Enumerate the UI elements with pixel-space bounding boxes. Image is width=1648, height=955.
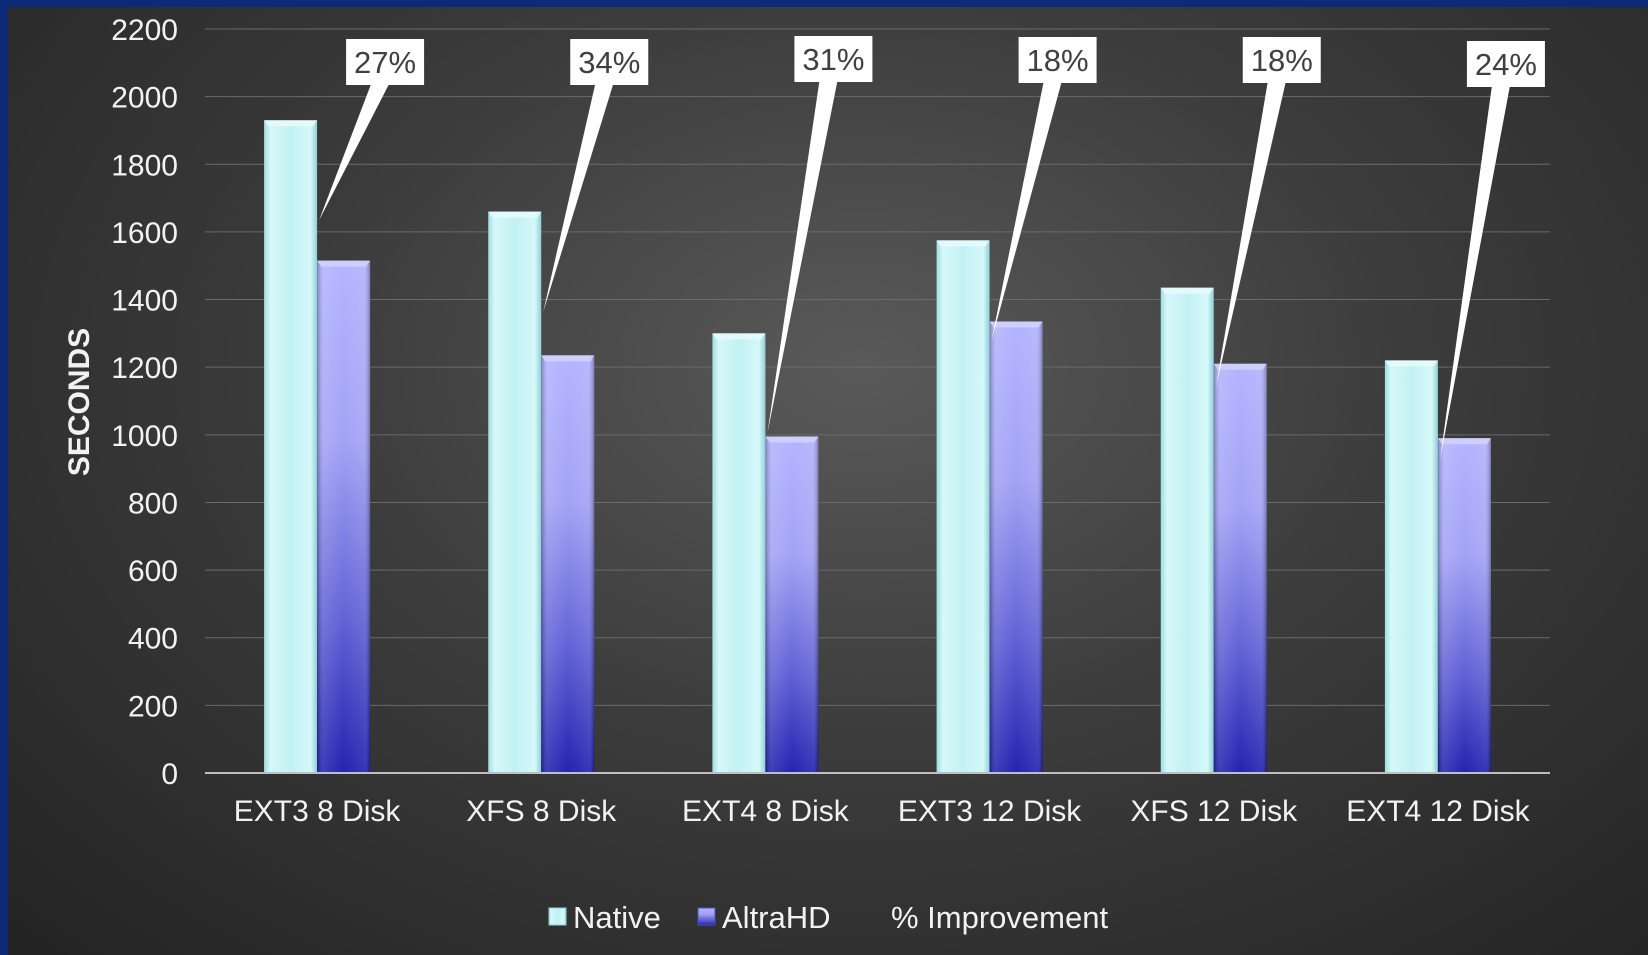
bar-cap [488,211,542,218]
callout-pointer [991,82,1062,341]
callout-box [346,39,425,85]
bar-native-2 [712,333,766,773]
bar-cap [989,321,1043,328]
legend-native-label: Native [573,900,661,935]
gridlines [205,28,1550,706]
callout-box [794,36,873,82]
callout-box [1466,41,1545,87]
y-tick-label: 800 [128,487,178,520]
bar-native-3 [936,240,990,773]
callout-box [1242,37,1321,83]
y-tick-label: 1000 [111,420,178,453]
bar-cap [1384,360,1438,367]
x-category-label: EXT4 12 Disk [1346,795,1530,828]
bar-cap [1437,438,1491,445]
bar-shading [1437,438,1491,773]
bar-shading [1213,363,1267,773]
y-axis-ticks: 0 200 400 600 800 1000 1200 1400 1600 1800 2000 220… [111,14,178,791]
legend: Native AltraHD % Improvement [548,900,1108,935]
legend-improvement-label: % Improvement [891,900,1108,935]
bar-cap [264,120,318,127]
callout-box [1018,37,1097,83]
improvement-label: 34% [578,45,640,80]
bar-native-5 [1384,360,1438,773]
x-category-label: XFS 12 Disk [1130,795,1298,828]
bar-shading [541,355,595,773]
x-category-label: XFS 8 Disk [466,795,617,828]
y-tick-label: 1800 [111,149,178,182]
improvement-label: 24% [1475,47,1537,82]
y-tick-label: 1400 [111,285,178,318]
callout-pointer [319,84,390,221]
callout-pointer [1215,82,1286,388]
improvement-label: 18% [1251,43,1313,78]
callout-box [570,39,649,85]
legend-native-swatch [548,907,567,926]
x-category-label: EXT4 8 Disk [682,795,850,828]
bar-cap [1160,287,1214,294]
bar-cap [765,436,819,443]
x-axis-categories: EXT3 8 Disk XFS 8 Disk EXT4 8 Disk EXT3 12 … [234,795,1531,828]
bar-shading [765,436,819,773]
bar-cap [317,260,371,267]
bar-cap [712,333,766,340]
x-category-label: EXT3 8 Disk [234,795,402,828]
bar-shading [989,321,1043,773]
improvement-label: 18% [1027,43,1089,78]
bar-native-1 [488,211,542,774]
callout-pointer [543,84,614,312]
x-category-label: EXT3 12 Disk [898,795,1082,828]
callout-pointer [1439,86,1510,461]
y-tick-label: 600 [128,555,178,588]
callout-pointer [767,81,838,434]
bar-cap [541,355,595,362]
y-tick-label: 400 [128,623,178,656]
bar-native-4 [1160,287,1214,773]
improvement-label: 31% [802,42,864,77]
y-tick-label: 1200 [111,352,178,385]
bar-native-0 [264,120,318,774]
y-tick-label: 1600 [111,217,178,250]
improvement-label: 27% [354,45,416,80]
y-tick-label: 0 [161,758,178,791]
bar-cap [1213,363,1267,370]
y-tick-label: 2000 [111,82,178,115]
y-tick-label: 2200 [111,14,178,47]
legend-altrahd-swatch [697,907,716,926]
bar-cap [936,240,990,247]
bar-shading [317,260,371,773]
legend-altrahd-label: AltraHD [722,900,831,935]
improvement-callouts: 27% 34% 31% 18% 18% 24% [319,36,1545,461]
y-axis-label: SECONDS [63,328,96,476]
bars [264,120,1491,774]
y-tick-label: 200 [128,690,178,723]
